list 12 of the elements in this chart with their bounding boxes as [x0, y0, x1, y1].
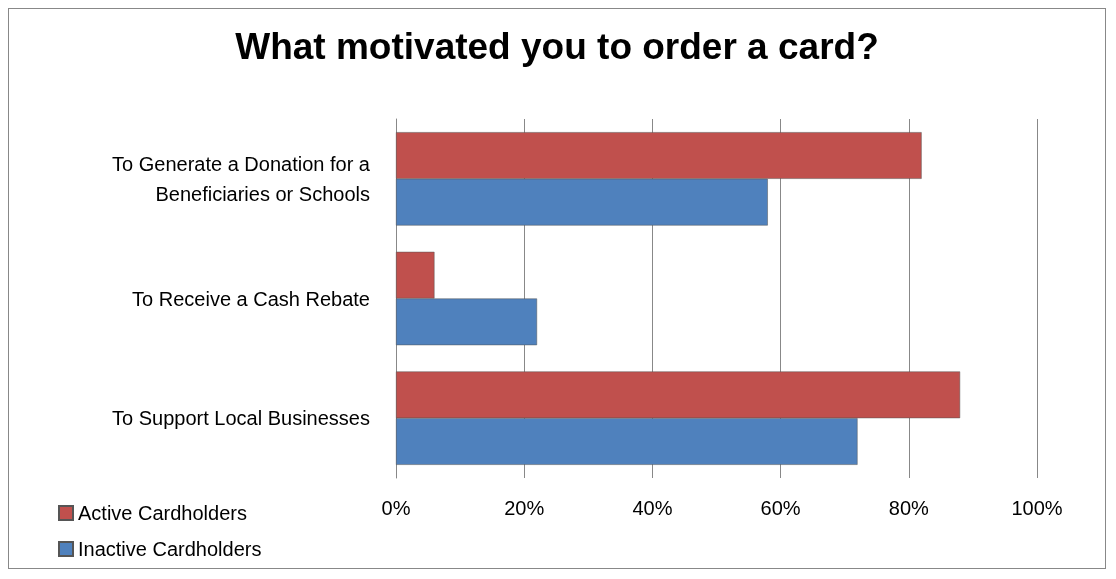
chart-title: What motivated you to order a card? [235, 26, 879, 67]
legend-label: Active Cardholders [78, 502, 247, 524]
y-tick-label: To Receive a Cash Rebate [132, 287, 370, 310]
x-tick-label: 20% [504, 497, 545, 519]
y-tick-label: To Support Local Businesses [112, 407, 370, 430]
x-tick-label: 100% [1011, 497, 1063, 519]
legend-label: Inactive Cardholders [78, 538, 262, 560]
x-tick-label: 80% [888, 497, 930, 519]
x-tick-label: 0% [381, 497, 411, 519]
y-tick-label: To Generate a Donation for a Beneficiaries or Schools [112, 152, 371, 205]
x-tick-label: 60% [760, 497, 801, 519]
x-tick-label: 40% [632, 497, 673, 519]
